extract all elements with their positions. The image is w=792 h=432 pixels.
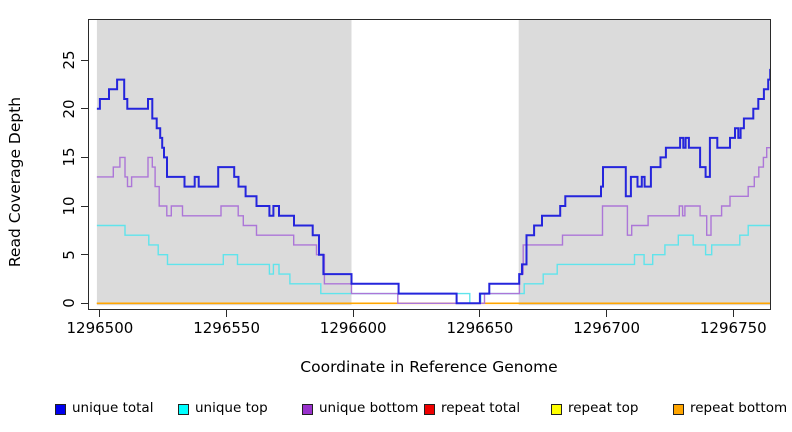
x-axis-title: Coordinate in Reference Genome	[300, 358, 558, 376]
y-tick-mark	[81, 254, 88, 256]
series-unique-total	[96, 68, 771, 305]
x-tick-label: 1296750	[699, 319, 767, 337]
series-unique-bottom	[96, 147, 771, 304]
y-tick-mark	[81, 156, 88, 158]
no-data-gap-region	[351, 19, 519, 306]
legend-swatch-unique-total	[55, 404, 66, 415]
legend-swatch-repeat-total	[424, 404, 435, 415]
x-tick-label: 1296600	[319, 319, 387, 337]
x-tick-mark	[99, 310, 101, 317]
legend-label-repeat-bottom: repeat bottom	[690, 400, 788, 416]
x-tick-label: 1296550	[193, 319, 260, 337]
x-tick-mark	[479, 310, 481, 317]
y-tick-label: 15	[60, 147, 78, 167]
y-axis-title: Read Coverage Depth	[6, 96, 24, 268]
y-tick-label: 20	[60, 99, 78, 119]
legend-swatch-unique-top	[178, 404, 189, 415]
y-tick-label: 25	[60, 50, 78, 70]
x-tick-mark	[606, 310, 608, 317]
y-tick-label: 0	[60, 298, 78, 309]
legend-swatch-unique-bottom	[302, 404, 313, 415]
legend-label-unique-total: unique total	[72, 400, 154, 416]
legend-swatch-repeat-top	[551, 404, 562, 415]
legend-swatch-repeat-bottom	[673, 404, 684, 415]
y-tick-mark	[81, 302, 88, 304]
x-tick-mark	[352, 310, 354, 317]
legend-label-repeat-total: repeat total	[441, 400, 521, 416]
legend-label-unique-top: unique top	[195, 400, 268, 416]
x-tick-mark	[226, 310, 228, 317]
x-tick-label: 1296500	[66, 319, 134, 337]
y-tick-mark	[81, 108, 88, 110]
x-tick-mark	[732, 310, 734, 317]
y-tick-mark	[81, 59, 88, 61]
x-tick-label: 1296650	[446, 319, 514, 337]
y-tick-label: 5	[60, 249, 78, 260]
plot-canvas	[96, 19, 771, 306]
y-tick-label: 10	[60, 196, 78, 216]
x-tick-label: 1296700	[573, 319, 640, 337]
y-tick-mark	[81, 205, 88, 207]
legend-label-unique-bottom: unique bottom	[319, 400, 419, 416]
legend-label-repeat-top: repeat top	[568, 400, 639, 416]
